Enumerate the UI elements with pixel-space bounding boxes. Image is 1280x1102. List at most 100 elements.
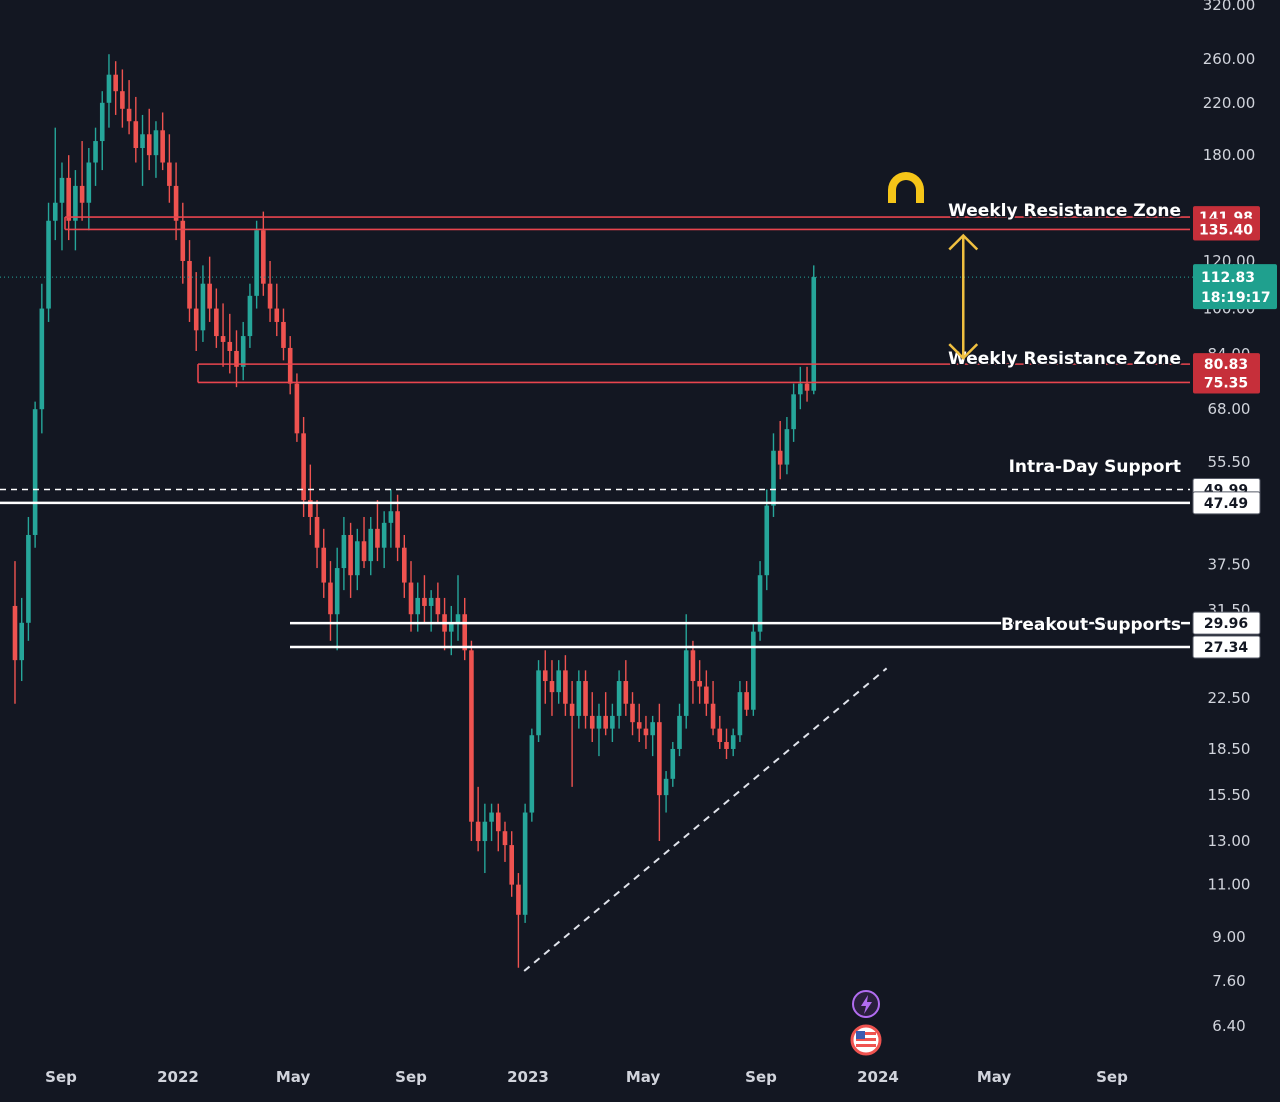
price-axis[interactable]: 320.00260.00220.00180.00120.00100.0084.0… [1203, 0, 1256, 1035]
candle-body [388, 511, 394, 523]
candle [19, 597, 24, 682]
lightning-event-icon[interactable] [852, 990, 880, 1018]
candle-body [402, 547, 407, 583]
candle [643, 715, 649, 749]
price-badge-high-text: 80.83 [1204, 357, 1248, 373]
candle-body [381, 522, 387, 548]
candle-body [408, 582, 414, 615]
candle-body [670, 748, 676, 779]
zone-support[interactable]: Breakout Supports [290, 614, 1190, 649]
candle-body [811, 277, 817, 391]
y-tick-label: 13.00 [1208, 832, 1251, 850]
candle-body [462, 614, 468, 651]
price-badge-low-text: 135.40 [1199, 222, 1253, 238]
candle-body [308, 500, 313, 517]
candle [475, 786, 481, 852]
candle [59, 162, 65, 251]
candle [348, 522, 353, 598]
candle-body [375, 528, 380, 548]
candle-body [784, 429, 790, 465]
candle-body [757, 575, 763, 632]
x-tick-label: Sep [745, 1068, 777, 1086]
candle [160, 112, 165, 171]
price-badges-layer: 141.98135.4080.8375.3549.9947.4929.9627.… [1192, 206, 1277, 659]
candle-body [428, 597, 434, 606]
candle [542, 650, 548, 704]
zone-support[interactable]: Intra-Day Support [0, 456, 1190, 505]
candle [26, 516, 31, 641]
candle [636, 703, 642, 743]
candle-body [730, 735, 736, 749]
candle [616, 670, 622, 729]
candle-body [328, 582, 333, 615]
candle [173, 162, 179, 241]
candle-body [167, 162, 172, 186]
candle-body [314, 516, 320, 548]
candle [99, 91, 105, 171]
y-tick-label: 55.50 [1208, 453, 1251, 471]
candle-body [583, 681, 588, 716]
candle-body [724, 742, 729, 749]
candle [428, 590, 434, 632]
candle [670, 742, 676, 787]
candle-body [294, 383, 300, 434]
us-flag-event-icon[interactable] [850, 1024, 882, 1056]
candle [516, 873, 521, 968]
candle [536, 660, 541, 743]
event-icons[interactable] [850, 990, 882, 1056]
candle [771, 433, 776, 517]
candle [193, 272, 199, 351]
candle [589, 692, 595, 743]
candle-body [556, 670, 561, 693]
candle-body [12, 605, 18, 661]
candle [388, 489, 394, 548]
candle [791, 383, 796, 442]
zone-resistance[interactable]: Weekly Resistance Zone [197, 348, 1190, 384]
candle-body [301, 433, 306, 501]
candles-layer [12, 54, 817, 968]
candle [274, 283, 280, 337]
candle [522, 803, 528, 923]
candle [308, 464, 313, 535]
candle [73, 170, 78, 251]
price-badge-low: 135.40 [1193, 218, 1260, 241]
candle [744, 681, 749, 716]
price-badge-low: 27.34 [1192, 635, 1261, 659]
candle-body [623, 681, 629, 704]
candle [287, 336, 293, 395]
ascending-trendline[interactable] [523, 667, 888, 972]
candle-body [422, 597, 427, 606]
candle-body [361, 541, 367, 562]
range-arrow-head-down [948, 343, 979, 360]
candle [495, 803, 501, 852]
candle-body [589, 715, 595, 729]
zone-resistance[interactable]: Weekly Resistance Zone [64, 200, 1190, 231]
candle [281, 308, 286, 361]
candle [32, 401, 38, 548]
candle [724, 728, 729, 760]
candle [334, 547, 340, 651]
candle-body [610, 715, 615, 729]
candle [630, 692, 635, 736]
candle [328, 561, 333, 641]
candle [146, 108, 152, 171]
candle-body [93, 141, 98, 163]
candle [133, 96, 139, 163]
candle [294, 373, 300, 442]
candle-body [435, 597, 441, 615]
candle-body [657, 722, 662, 796]
candle [677, 703, 682, 757]
candle-body [214, 308, 219, 337]
price-badge-low-text: 75.35 [1204, 375, 1248, 391]
candle [469, 640, 474, 842]
candle-body [489, 812, 494, 822]
candle [596, 703, 602, 757]
y-tick-label: 7.60 [1212, 972, 1245, 990]
candle-body [771, 450, 776, 506]
candle-body [52, 202, 58, 221]
time-axis[interactable]: Sep 2022 May Sep 2023 May Sep 2024 May Sep [45, 1068, 1128, 1086]
candle-body [247, 295, 253, 337]
candle-body [274, 308, 280, 322]
candle [663, 771, 669, 813]
